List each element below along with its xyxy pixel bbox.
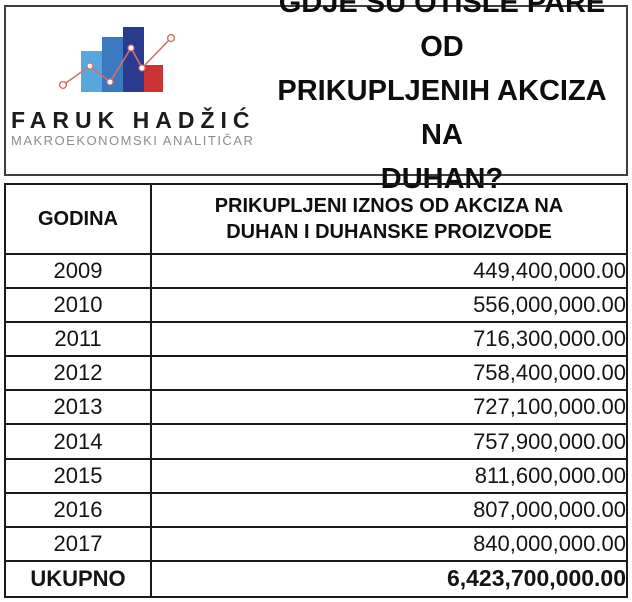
amount-cell: 811,600,000.00: [150, 457, 628, 494]
logo-bar-light-blue: [81, 51, 102, 92]
year-column-header: GODINA: [4, 183, 152, 255]
logo-line-dot: [86, 62, 94, 70]
table-header-row: GODINA PRIKUPLJENI IZNOS OD AKCIZA NA DU…: [4, 183, 628, 255]
logo-line-dot: [138, 64, 146, 72]
amount-cell: 716,300,000.00: [150, 321, 628, 358]
excise-revenue-table: GODINA PRIKUPLJENI IZNOS OD AKCIZA NA DU…: [4, 183, 628, 599]
logo-line-dot: [127, 44, 135, 52]
page-title-line-2: PRIKUPLJENIH AKCIZA NA: [277, 74, 607, 151]
amount-cell: 757,900,000.00: [150, 423, 628, 460]
table-row: 2015 811,600,000.00: [4, 457, 628, 494]
header-table-gap: [4, 176, 628, 183]
logo-line-endpoint-left: [59, 80, 68, 90]
table-row: 2016 807,000,000.00: [4, 491, 628, 528]
logo: FARUK HADŽIĆ MAKROEKONOMSKI ANALITIČAR: [6, 7, 258, 174]
year-cell: 2010: [4, 287, 152, 324]
amount-cell: 727,100,000.00: [150, 389, 628, 426]
table-row: 2010 556,000,000.00: [4, 287, 628, 324]
year-cell: 2009: [4, 252, 152, 290]
logo-bar-navy: [123, 27, 144, 92]
amount-column-header: PRIKUPLJENI IZNOS OD AKCIZA NA DUHAN I D…: [150, 183, 628, 255]
amount-cell: 758,400,000.00: [150, 355, 628, 392]
table-row: 2011 716,300,000.00: [4, 321, 628, 358]
amount-cell: 840,000,000.00: [150, 525, 628, 562]
page-title-line-1: GDJE SU OTIŠLE PARE OD: [278, 0, 606, 63]
table-row: 2012 758,400,000.00: [4, 355, 628, 392]
title-area: GDJE SU OTIŠLE PARE OD PRIKUPLJENIH AKCI…: [258, 0, 626, 195]
table-row: 2014 757,900,000.00: [4, 423, 628, 460]
logo-trend-line: [62, 37, 172, 86]
table-row: 2013 727,100,000.00: [4, 389, 628, 426]
header-box: FARUK HADŽIĆ MAKROEKONOMSKI ANALITIČAR G…: [4, 0, 628, 195]
logo-name: FARUK HADŽIĆ: [11, 107, 256, 133]
logo-bar-red: [144, 65, 163, 92]
logo-line-endpoint-right: [166, 33, 176, 43]
logo-bars: [81, 27, 163, 92]
amount-cell: 556,000,000.00: [150, 287, 628, 324]
amount-column-header-line-2: DUHAN I DUHANSKE PROIZVODE: [226, 221, 552, 243]
amount-column-header-line-1: PRIKUPLJENI IZNOS OD AKCIZA NA: [214, 195, 564, 217]
year-cell: 2016: [4, 491, 152, 528]
total-label-cell: UKUPNO: [4, 559, 152, 599]
total-amount-cell: 6,423,700,000.00: [150, 559, 628, 599]
bar-chart-trend-icon: [59, 27, 176, 92]
table-row: 2009 449,400,000.00: [4, 252, 628, 290]
year-cell: 2017: [4, 525, 152, 562]
page-title: GDJE SU OTIŠLE PARE OD PRIKUPLJENIH AKCI…: [264, 0, 620, 201]
logo-subtitle: MAKROEKONOMSKI ANALITIČAR: [11, 133, 255, 148]
logo-line-dot: [106, 78, 114, 86]
amount-cell: 449,400,000.00: [150, 252, 628, 290]
year-cell: 2011: [4, 321, 152, 358]
table-total-row: UKUPNO 6,423,700,000.00: [4, 559, 628, 599]
year-cell: 2013: [4, 389, 152, 426]
table-row: 2017 840,000,000.00: [4, 525, 628, 562]
year-cell: 2014: [4, 423, 152, 460]
logo-bar-blue: [102, 37, 123, 92]
amount-cell: 807,000,000.00: [150, 491, 628, 528]
year-cell: 2012: [4, 355, 152, 392]
year-cell: 2015: [4, 457, 152, 494]
